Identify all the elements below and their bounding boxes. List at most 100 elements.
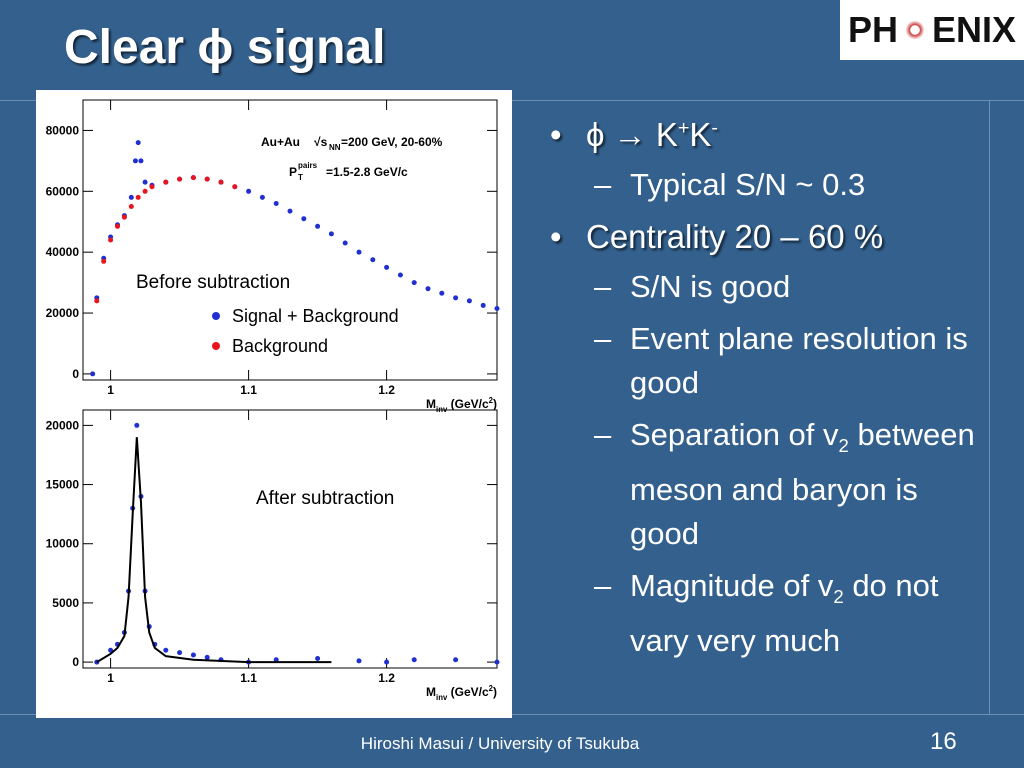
- data-point: [384, 659, 390, 665]
- data-point: [494, 659, 500, 665]
- annotation: =1.5-2.8 GeV/c: [326, 165, 408, 179]
- data-point: [142, 179, 148, 185]
- divider: [0, 714, 1024, 715]
- data-point: [273, 200, 279, 206]
- bullet-text: S/N is good: [630, 269, 791, 304]
- data-point: [132, 158, 138, 164]
- data-point: [453, 657, 459, 663]
- y-tick-label: 80000: [46, 123, 80, 137]
- axis-label-part: M: [426, 685, 436, 699]
- annotation: Au+Au: [261, 135, 300, 149]
- x-tick-label: 1.2: [378, 671, 395, 685]
- footer-author: Hiroshi Masui / University of Tsukuba: [360, 734, 640, 753]
- x-tick-label: 1.2: [378, 383, 395, 397]
- data-point: [411, 280, 417, 286]
- data-point: [384, 264, 390, 270]
- data-point: [356, 249, 362, 255]
- x-tick-label: 1: [107, 671, 114, 685]
- data-point: [142, 188, 148, 194]
- data-point: [315, 656, 321, 662]
- y-tick-label: 5000: [52, 596, 79, 610]
- bullet-text: Magnitude of v: [630, 568, 834, 604]
- fit-line: [96, 437, 332, 664]
- axis-label-part: M: [426, 397, 436, 411]
- bullet: Typical S/N ~ 0.3: [550, 163, 990, 207]
- data-point: [287, 208, 293, 214]
- y-tick-label: 20000: [46, 418, 80, 432]
- data-point: [115, 223, 120, 229]
- legend-marker: [212, 342, 220, 350]
- y-tick-label: 15000: [46, 478, 80, 492]
- data-point: [259, 194, 265, 200]
- data-point: [232, 184, 238, 190]
- logo: PH ENIX: [840, 0, 1024, 60]
- logo-text: ENIX: [931, 9, 1017, 50]
- bullet: ϕ → K+K-: [550, 106, 990, 157]
- data-point: [494, 305, 500, 311]
- data-point: [466, 298, 472, 304]
- annotation: NN: [329, 143, 341, 152]
- x-tick-label: 1: [107, 383, 114, 397]
- annotation: After subtraction: [256, 488, 394, 509]
- data-point: [411, 657, 417, 663]
- bullet: Event plane resolution is good: [550, 317, 990, 405]
- data-point: [177, 176, 183, 182]
- y-tick-label: 60000: [46, 184, 80, 198]
- bullet: Centrality 20 – 60 %: [550, 215, 990, 259]
- bullet-text: 2: [833, 586, 844, 608]
- axis-label-part: (GeV/c: [447, 685, 489, 699]
- axis-label-part: 2: [489, 396, 494, 405]
- data-point: [149, 184, 155, 190]
- plot-frame: [82, 99, 498, 381]
- annotation: P: [289, 165, 297, 179]
- x-tick-label: 1.1: [240, 671, 257, 685]
- axis-label: Minv​ (GeV/c2​): [426, 684, 497, 702]
- bullet-text: Event plane resolution is good: [630, 321, 968, 400]
- bullet-list: ϕ → K+K- Typical S/N ~ 0.3 Centrality 20 –…: [550, 106, 990, 671]
- axis-label-part: 2: [489, 684, 494, 693]
- divider: [989, 100, 990, 715]
- annotation: =200 GeV, 20-60%: [341, 135, 443, 149]
- data-point: [121, 214, 127, 220]
- bullet-text: ϕ → K: [586, 116, 678, 153]
- data-point: [218, 179, 224, 185]
- data-point: [453, 295, 459, 301]
- logo-icon: [899, 15, 930, 45]
- bullet-text: -: [711, 117, 719, 139]
- data-point: [190, 175, 196, 181]
- data-point: [480, 302, 486, 308]
- axis-label-part: inv: [436, 693, 448, 702]
- bullet-text: Typical S/N ~ 0.3: [630, 167, 866, 202]
- data-point: [128, 194, 134, 200]
- axis-label-part: (GeV/c: [447, 397, 489, 411]
- bullet-text: K: [689, 116, 712, 153]
- data-point: [204, 176, 210, 182]
- data-point: [425, 286, 431, 292]
- annotation: √s: [314, 135, 328, 149]
- slide-title: Clear ϕ signal: [64, 21, 386, 74]
- y-tick-label: 20000: [46, 306, 80, 320]
- data-point: [397, 272, 403, 278]
- bullet: Separation of v2 between meson and baryo…: [550, 413, 990, 556]
- data-point: [128, 204, 134, 210]
- data-point: [108, 237, 114, 243]
- legend-marker: [212, 312, 220, 320]
- data-point: [273, 657, 279, 663]
- x-tick-label: 1.1: [240, 383, 257, 397]
- data-point: [370, 257, 376, 263]
- data-point: [90, 371, 96, 377]
- data-point: [356, 658, 362, 664]
- data-point: [204, 654, 210, 660]
- data-point: [328, 231, 334, 237]
- annotation: Before subtraction: [136, 272, 290, 293]
- bullet-text: Centrality 20 – 60 %: [586, 218, 884, 255]
- data-point: [190, 652, 196, 658]
- data-point: [163, 179, 169, 185]
- legend-label: Background: [232, 336, 328, 356]
- data-point: [135, 140, 141, 146]
- bullet-text: do not vary very much: [630, 568, 939, 659]
- data-point: [134, 422, 140, 428]
- data-point: [301, 216, 307, 222]
- plot-background: [36, 90, 512, 718]
